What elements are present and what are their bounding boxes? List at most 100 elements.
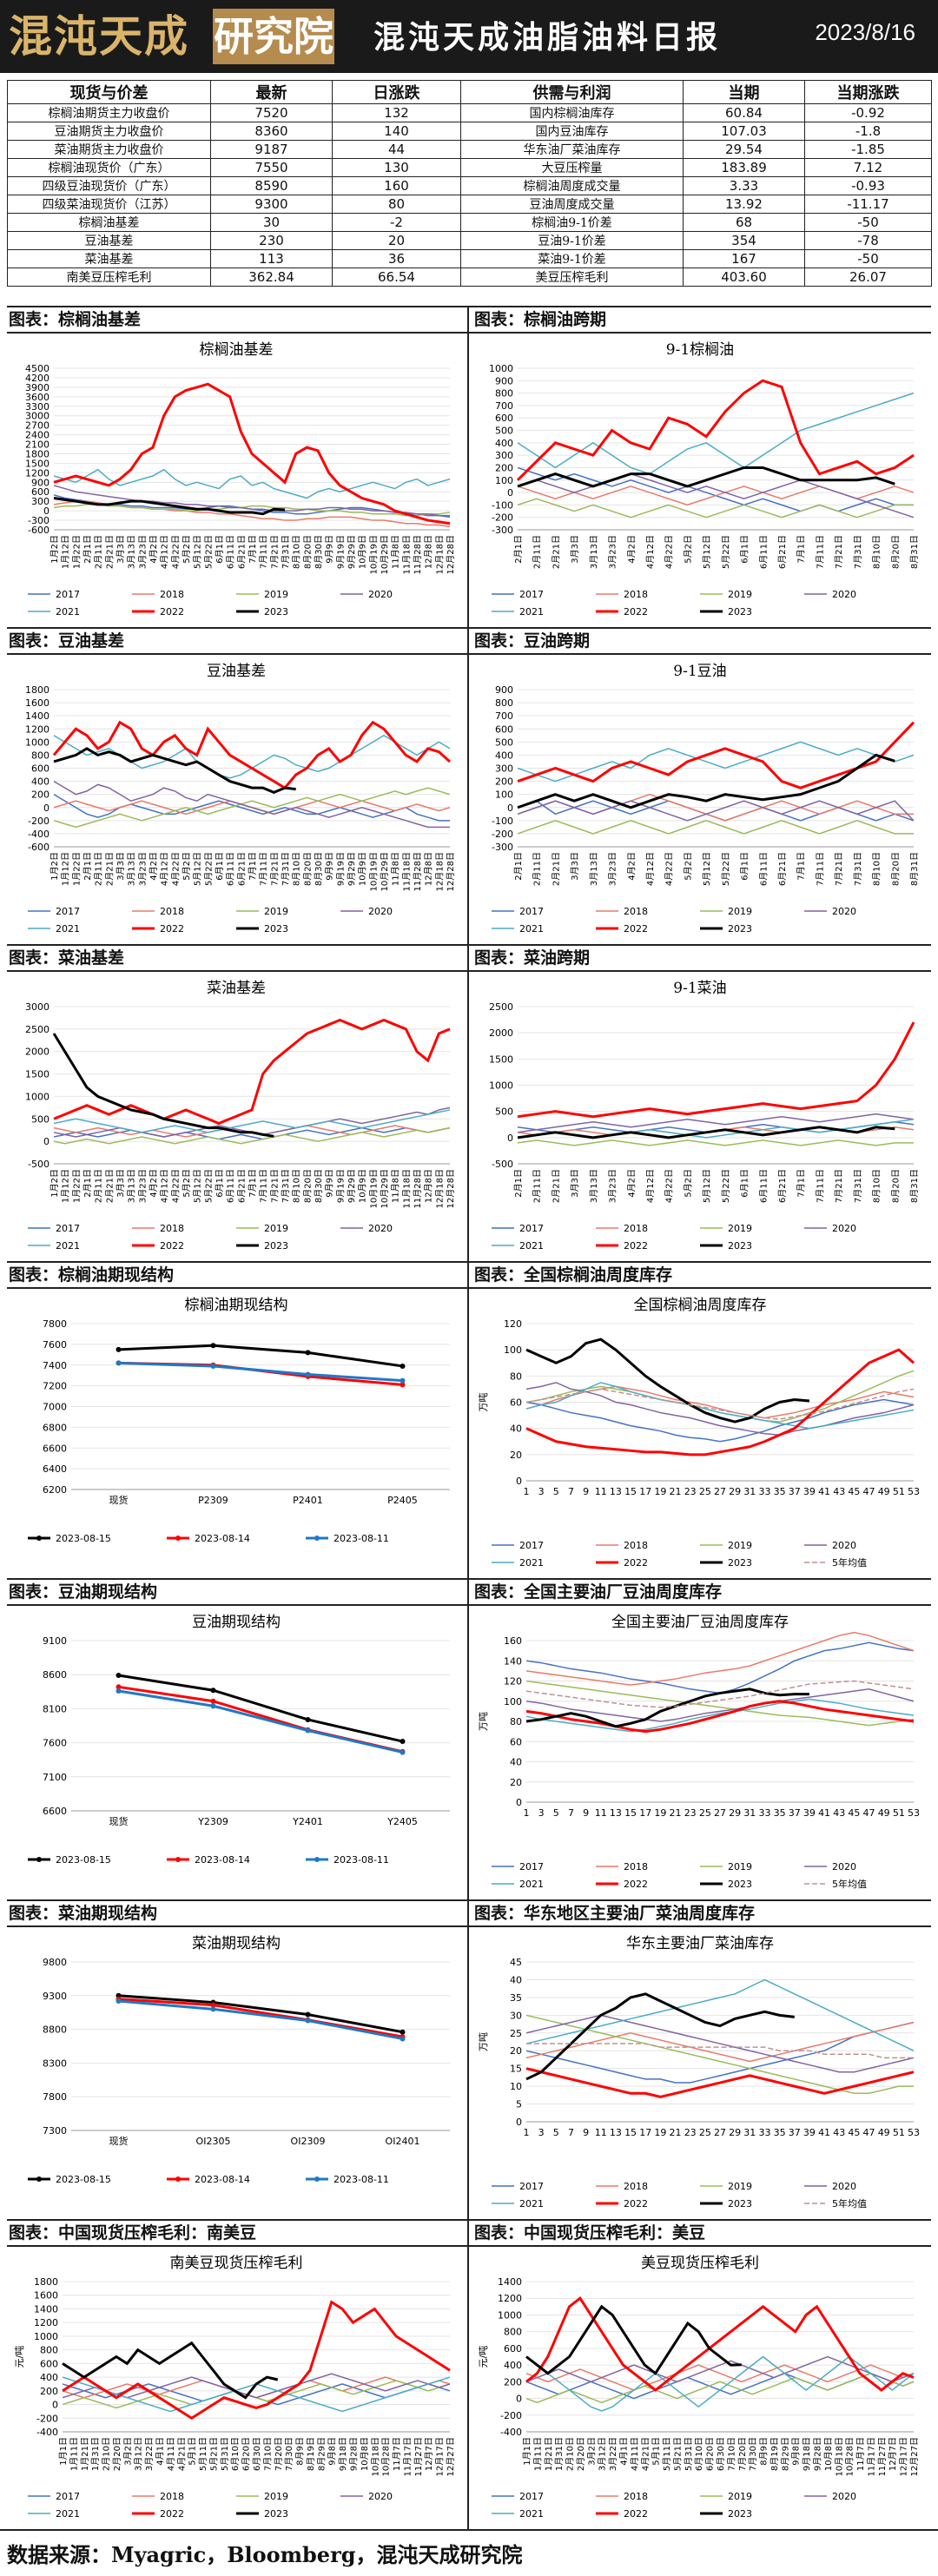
table-header-row: 现货与价差 最新 日涨跌 供需与利润 当期 当期涨跌 [7, 80, 932, 104]
legend-label: 2023 [264, 606, 288, 618]
series-line-2019 [517, 820, 914, 835]
x-tick-label: 8月20日 [890, 535, 901, 569]
legend-label: 2021 [56, 1240, 80, 1252]
x-tick-label: 2月1日 [513, 535, 524, 564]
legend-label: 2021 [519, 923, 544, 935]
legend-label: 2023 [728, 606, 752, 618]
legend-marker [36, 2176, 42, 2182]
x-tick-label: 4月22日 [664, 535, 675, 569]
section-title-left: 图表：菜油期现结构 [9, 1904, 158, 1923]
y-tick-label: 60 [510, 1397, 522, 1409]
x-tick-label: 6月20日 [241, 2437, 252, 2471]
y-tick-label: 0 [516, 2394, 522, 2405]
series-line-2019 [525, 2372, 915, 2404]
x-tick-label: 11月7日 [855, 2437, 866, 2471]
table-cell: 8360 [210, 122, 333, 141]
y-tick-label: 2100 [25, 439, 50, 451]
section-header-bar: 图表：豆油期现结构 图表：全国主要油厂豆油周度库存 [7, 1578, 931, 1606]
x-tick-label: 12月7日 [424, 2437, 434, 2471]
x-tick-label: 4月22日 [170, 852, 181, 886]
x-tick-label: 1月22日 [71, 852, 82, 886]
legend-label: 2017 [56, 1223, 80, 1234]
y-tick-label: 100 [504, 1344, 522, 1356]
x-tick-label: 47 [863, 2127, 875, 2138]
chart-title: 棕榈油基差 [200, 341, 274, 359]
table-cell: 66.54 [332, 268, 461, 287]
table-cell: 26.07 [804, 268, 932, 287]
y-tick-label: 400 [31, 776, 50, 788]
y-tick-label: 2000 [25, 1047, 50, 1058]
x-tick-label: 10月19日 [368, 1169, 379, 1208]
x-tick-label: 21 [670, 2127, 682, 2138]
legend-label: 2019 [728, 1861, 752, 1873]
x-tick-label: 7月1日 [796, 1169, 807, 1198]
x-tick-label: 9月8日 [791, 2437, 802, 2466]
table-cell: 13.92 [683, 195, 805, 214]
x-tick-label: 7月1日 [248, 1169, 258, 1198]
y-tick-label: 3900 [25, 382, 50, 393]
legend-label: 2019 [728, 1540, 752, 1551]
x-tick-label: 6月20日 [705, 2437, 716, 2471]
y-tick-label: 1500 [489, 1054, 513, 1065]
x-tick-label: 1 [524, 2127, 530, 2138]
legend-label: 2018 [624, 1861, 648, 1873]
x-tick-label: 9月9日 [325, 1169, 335, 1198]
x-tick-label: 1月1日 [522, 2437, 532, 2466]
chart-title: 棕榈油期现结构 [185, 1297, 288, 1314]
series-line-2017 [525, 1398, 915, 1443]
x-tick-label: 5月2日 [182, 1169, 192, 1198]
x-tick-label: 6月11日 [226, 852, 236, 886]
series-line-2019 [525, 2014, 914, 2095]
legend-label: 2018 [624, 1540, 648, 1551]
x-tick-label: 1月22日 [71, 535, 82, 569]
y-tick-label: 20 [510, 2045, 522, 2057]
y-tick-label: 0 [516, 1476, 522, 1487]
data-point [116, 1684, 122, 1690]
y-tick-label: 600 [31, 763, 50, 775]
series-line-2020 [525, 1688, 915, 1722]
legend-label: 2018 [624, 2181, 648, 2192]
data-point [400, 1749, 406, 1755]
legend-label: 2023-08-14 [195, 1854, 250, 1866]
y-tick-label: 400 [40, 2372, 58, 2383]
y-tick-label: 5 [516, 2099, 522, 2110]
section-divider [467, 1899, 469, 2219]
table-cell: 36 [332, 249, 461, 268]
y-tick-label: 120 [504, 1318, 522, 1330]
x-tick-label: 5月31日 [684, 2437, 694, 2471]
x-tick-label: 31 [743, 2127, 756, 2138]
x-tick-label: 5月22日 [203, 852, 214, 886]
table-cell: 130 [332, 158, 461, 177]
x-tick-label: 49 [878, 1807, 890, 1819]
table-cell: 豆油期货主力收盘价 [7, 122, 211, 141]
x-tick-label: 8月10日 [872, 535, 882, 569]
legend-marker [314, 2176, 320, 2182]
x-tick-label: 9 [583, 1486, 589, 1497]
x-tick-label: 8月29日 [780, 2437, 790, 2471]
x-tick-label: 9月18日 [802, 2437, 812, 2471]
legend-label: 2022 [624, 606, 648, 618]
x-tick-label: 10月28日 [845, 2437, 855, 2476]
y-axis-label: 万吨 [478, 2032, 489, 2051]
x-tick-label: 3月3日 [116, 852, 126, 881]
legend-label: 5年均值 [832, 1556, 867, 1569]
x-tick-label: 7月10日 [726, 2437, 737, 2471]
chart-panel-soy_stock: 全国主要油厂豆油周度库存 万吨 0 20 40 60 80 100 120 140 160 1 3 5 7 9… [474, 1606, 926, 1898]
x-tick-label: 11 [595, 1486, 607, 1497]
section-header-bar: 图表：中国现货压榨毛利：南美豆 图表：中国现货压榨毛利：美豆 [7, 2219, 931, 2247]
x-tick-label: 8月20日 [302, 535, 313, 569]
y-tick-label: 1500 [25, 1069, 50, 1080]
table-cell: 230 [210, 231, 333, 250]
legend-label: 2021 [56, 923, 80, 935]
series-line-2022 [525, 2067, 915, 2098]
series-line-5年均值 [525, 1388, 915, 1420]
y-tick-label: 1000 [34, 2331, 58, 2342]
x-tick-label: 1月12日 [61, 535, 71, 569]
legend-label: 2019 [728, 1223, 752, 1234]
section-title-left: 图表：豆油基差 [9, 631, 125, 651]
chart-panel-palm_spread: 9-1棕榈油 -300 -200 -100 0 100 200 300 400 500 600 700… [474, 334, 926, 625]
x-tick-label: 11月28日 [413, 1169, 423, 1208]
chart-svg: 菜油期现结构 7300 7800 8300 8800 9300 9800 现货 OI2305 OI… [28, 1935, 450, 2185]
y-tick-label: 700 [495, 400, 513, 412]
x-tick-label: 13 [610, 1486, 622, 1497]
